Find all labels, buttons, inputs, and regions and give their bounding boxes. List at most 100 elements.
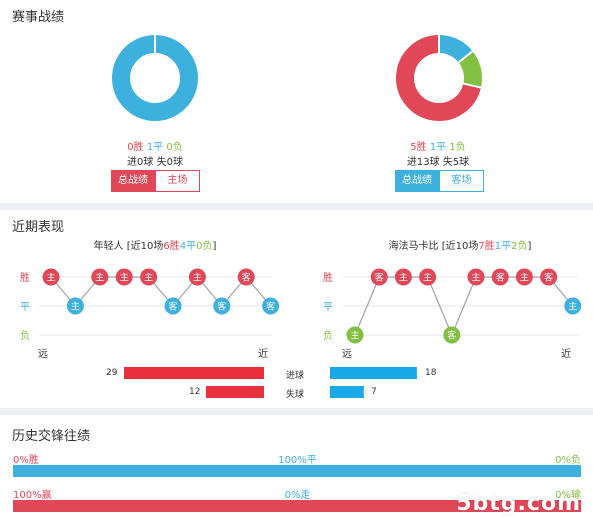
left-match-point bbox=[91, 268, 109, 286]
recent-panel: 近期表现 年轻人 [近10场6胜4平0负] 海法马卡比 [近10场7胜1平2负]… bbox=[0, 210, 593, 408]
right-record-summary: 5胜 1平 1负 bbox=[378, 138, 498, 153]
left-team-name: 年轻人 bbox=[93, 241, 124, 252]
left-match-venue: 主 bbox=[46, 272, 55, 284]
right-draw-count: 1平 bbox=[429, 142, 447, 153]
right-match-venue: 主 bbox=[520, 272, 529, 284]
right-match-point bbox=[346, 326, 364, 344]
history-draw-pct: 100%平 bbox=[278, 455, 317, 466]
left-scored-value: 29 bbox=[106, 368, 118, 378]
history-win-pct: 0%胜 bbox=[13, 455, 39, 466]
right-axis-draw: 平 bbox=[323, 302, 333, 313]
right-scored-value: 18 bbox=[425, 368, 437, 378]
right-match-venue: 主 bbox=[350, 330, 359, 342]
right-match-point bbox=[491, 268, 509, 286]
right-match-point bbox=[467, 268, 485, 286]
left-match-point bbox=[188, 268, 206, 286]
left-conceded-value: 12 bbox=[189, 387, 201, 397]
right-scored-bar bbox=[330, 367, 417, 379]
right-match-point bbox=[370, 268, 388, 286]
left-match-point bbox=[42, 268, 60, 286]
right-match-venue: 主 bbox=[471, 272, 480, 284]
scored-label: 进球 bbox=[286, 371, 305, 381]
right-match-venue: 主 bbox=[399, 272, 408, 284]
left-form-line bbox=[50, 276, 272, 307]
right-axis-win: 胜 bbox=[323, 272, 333, 284]
history-push-pct: 0%走 bbox=[284, 490, 311, 501]
right-team-name: 海法马卡比 bbox=[388, 241, 439, 252]
left-match-point bbox=[66, 297, 84, 315]
left-recent-label: [近10场 bbox=[126, 241, 164, 252]
left-loss-count: 0负 bbox=[166, 142, 183, 153]
right-slice-divider bbox=[457, 50, 474, 64]
left-match-venue: 主 bbox=[120, 272, 129, 284]
left-home-record-button[interactable]: 主场 bbox=[155, 170, 200, 192]
left-match-point bbox=[213, 297, 231, 315]
left-match-point bbox=[237, 268, 255, 286]
right-match-point bbox=[515, 268, 533, 286]
right-recent-header: 海法马卡比 [近10场7胜1平2负] bbox=[335, 237, 585, 252]
history-loss-pct: 0%负 bbox=[555, 455, 581, 466]
left-record-summary: 0胜 1平 0负 bbox=[95, 138, 215, 153]
right-win-count: 5胜 bbox=[410, 142, 427, 153]
conceded-label: 失球 bbox=[286, 390, 305, 400]
right-win-slice bbox=[396, 35, 481, 121]
right-record-donut bbox=[396, 35, 482, 121]
left-total-record-button[interactable]: 总战绩 bbox=[111, 170, 155, 192]
recent-title: 近期表现 bbox=[12, 220, 65, 235]
left-recent-header: 年轻人 [近10场6胜4平0负] bbox=[40, 237, 270, 252]
record-title: 赛事战绩 bbox=[12, 10, 65, 25]
left-recent-draws: 4平 bbox=[179, 241, 197, 252]
right-loss-slice bbox=[458, 51, 482, 88]
left-recent-losses: 0负 bbox=[196, 241, 213, 252]
site-watermark: 5btg.com bbox=[456, 491, 581, 516]
right-total-record-button[interactable]: 总战绩 bbox=[395, 170, 439, 192]
left-match-venue: 主 bbox=[193, 272, 202, 284]
right-match-venue: 客 bbox=[544, 272, 553, 284]
right-conceded-bar bbox=[330, 386, 364, 398]
history-handicap-bar bbox=[13, 500, 581, 512]
right-far-label: 远 bbox=[342, 348, 352, 360]
right-slice-divider bbox=[463, 82, 482, 89]
left-conceded-bar bbox=[206, 386, 264, 398]
left-draw-slice bbox=[112, 35, 198, 121]
left-match-venue: 主 bbox=[95, 272, 104, 284]
right-away-record-button[interactable]: 客场 bbox=[439, 170, 484, 192]
left-recent-wins: 6胜 bbox=[163, 241, 180, 252]
history-cover-pct: 100%赢 bbox=[13, 490, 52, 501]
left-match-venue: 客 bbox=[217, 301, 226, 313]
right-match-venue: 客 bbox=[375, 272, 384, 284]
left-match-venue: 客 bbox=[168, 301, 177, 313]
left-match-point bbox=[164, 297, 182, 315]
right-axis-loss: 负 bbox=[323, 329, 333, 342]
right-recent-close: ] bbox=[527, 241, 532, 252]
right-recent-losses: 2负 bbox=[511, 241, 528, 252]
left-match-venue: 客 bbox=[242, 272, 251, 284]
right-goals-summary: 进13球 失5球 bbox=[406, 157, 470, 168]
left-goals-summary: 进0球 失0球 bbox=[127, 157, 183, 168]
left-draw-count: 1平 bbox=[146, 142, 164, 153]
left-far-label: 远 bbox=[38, 348, 48, 360]
left-match-point bbox=[262, 297, 280, 315]
right-match-venue: 客 bbox=[496, 272, 505, 284]
left-record-donut bbox=[112, 35, 198, 121]
right-conceded-value: 7 bbox=[371, 387, 377, 397]
left-near-label: 近 bbox=[258, 347, 268, 360]
right-match-venue: 主 bbox=[423, 272, 432, 284]
right-loss-count: 1负 bbox=[449, 142, 466, 153]
left-match-venue: 主 bbox=[71, 301, 80, 313]
right-recent-wins: 7胜 bbox=[478, 241, 495, 252]
right-match-point bbox=[564, 297, 582, 315]
left-match-venue: 客 bbox=[266, 301, 275, 313]
history-panel: 历史交锋往绩 0%胜 100%平 0%负 100%赢 0%走 0%输 5btg.… bbox=[0, 415, 593, 518]
right-recent-draws: 1平 bbox=[494, 241, 512, 252]
history-lose-pct: 0%输 bbox=[555, 490, 581, 501]
recent-form-chart: 胜平负胜平负主主主主主客主客客客主客主主客主客主客主远近远近 bbox=[20, 268, 582, 398]
left-axis-draw: 平 bbox=[20, 302, 30, 313]
right-match-venue: 主 bbox=[568, 301, 577, 313]
left-win-count: 0胜 bbox=[127, 142, 144, 153]
history-title: 历史交锋往绩 bbox=[12, 429, 91, 444]
record-panel: 赛事战绩 0胜 1平 0负 进0球 失0球 总战绩 主场 5胜 1平 1负 进1… bbox=[0, 0, 593, 203]
left-match-point bbox=[140, 268, 158, 286]
right-match-point bbox=[419, 268, 437, 286]
right-form-line bbox=[354, 276, 574, 337]
